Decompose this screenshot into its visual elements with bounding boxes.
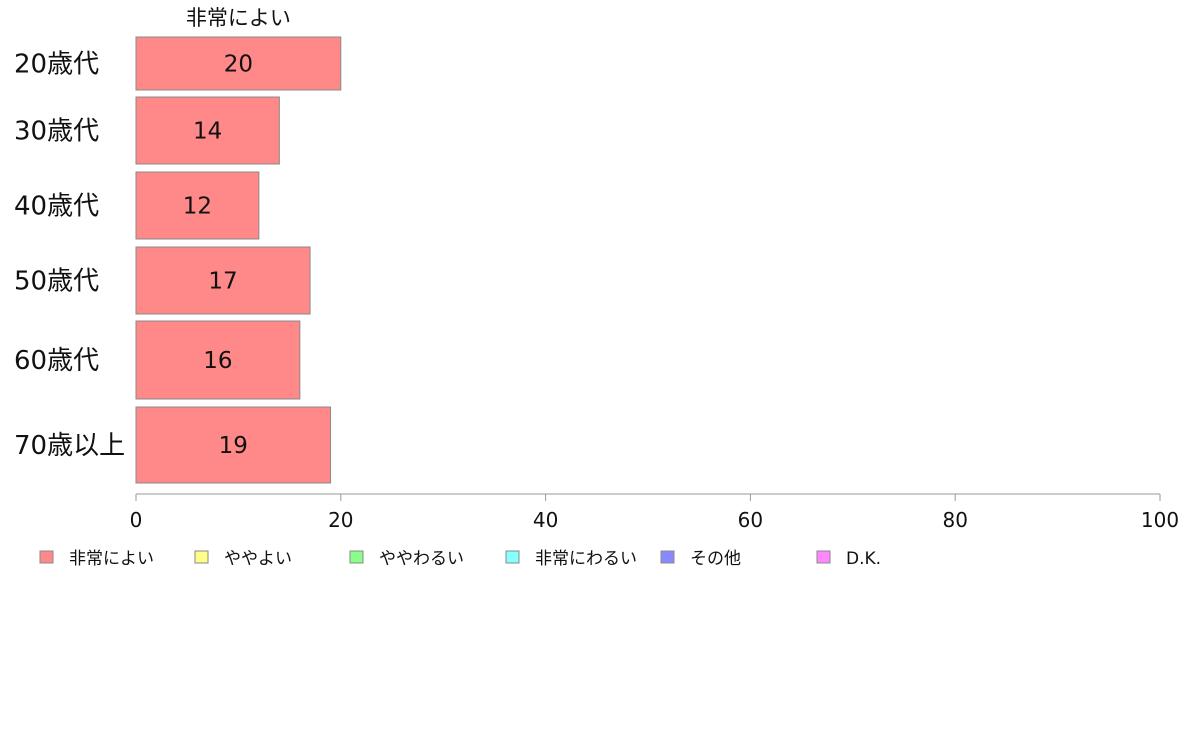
x-tick-label: 60	[738, 508, 763, 532]
x-tick-label: 0	[130, 508, 143, 532]
bar-segment	[135, 171, 260, 240]
bar-segment	[135, 320, 301, 400]
legend-swatch	[660, 550, 675, 564]
bar-segment	[135, 96, 280, 165]
bar-value-label: 20	[224, 52, 253, 78]
legend-label: 非常によい	[69, 549, 154, 569]
bar-value-label: 17	[208, 269, 237, 295]
legend-swatch	[194, 550, 209, 564]
legend-label: D.K.	[846, 549, 881, 569]
category-label: 60歳代	[14, 346, 99, 376]
x-axis: 0 20 40 60 80 100	[130, 493, 1179, 532]
x-tick-label: 40	[533, 508, 558, 532]
legend-label: ややわるい	[379, 549, 464, 569]
category-label: 30歳代	[14, 117, 99, 147]
bars-group: 20 14 12 17 16 19	[135, 36, 342, 484]
x-tick-label: 100	[1141, 508, 1179, 532]
bar-value-label: 14	[193, 119, 222, 145]
bar-segment	[135, 246, 311, 315]
series-header-label: 非常によい	[186, 6, 291, 30]
legend-swatch	[349, 550, 364, 564]
category-label: 50歳代	[14, 267, 99, 297]
bar-segment	[135, 406, 332, 484]
x-tick-label: 80	[942, 508, 967, 532]
category-label: 40歳代	[14, 192, 99, 222]
legend-label: 非常にわるい	[535, 549, 637, 569]
legend: 非常によい ややよい ややわるい 非常にわるい その他 D.K.	[39, 549, 881, 569]
legend-swatch	[816, 550, 831, 564]
category-labels: 20歳代 30歳代 40歳代 50歳代 60歳代 70歳以上	[14, 50, 125, 462]
legend-label: ややよい	[224, 549, 292, 569]
x-tick-label: 20	[328, 508, 353, 532]
bar-segment	[135, 36, 342, 91]
legend-swatch	[505, 550, 520, 564]
category-label: 70歳以上	[14, 431, 125, 461]
bar-value-label: 12	[183, 194, 212, 220]
bar-value-label: 19	[219, 433, 248, 459]
category-label: 20歳代	[14, 50, 99, 80]
bar-value-label: 16	[203, 348, 232, 374]
legend-label: その他	[690, 549, 741, 569]
legend-swatch	[39, 550, 54, 564]
